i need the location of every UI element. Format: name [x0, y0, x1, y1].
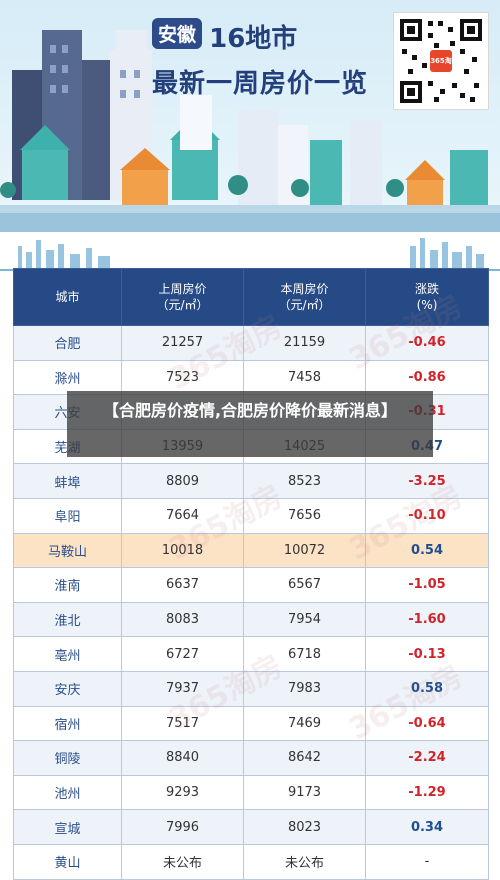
change-cell: -1.29	[365, 774, 489, 811]
table-row: 滁州 7523 7458 -0.86	[13, 359, 489, 396]
this-week-price-cell: 10072	[243, 532, 366, 569]
caption-overlay: 【合肥房价疫情,合肥房价降价最新消息】	[67, 391, 433, 457]
title-line-1: 16地市	[209, 24, 298, 54]
header-last-week: 上周房价 （元/㎡）	[121, 268, 244, 326]
table-row: 淮南 6637 6567 -1.05	[13, 567, 489, 603]
province-tag: 安徽	[152, 18, 203, 49]
header-banner: 安徽 16地市 最新一周房价一览 365淘房	[0, 0, 500, 232]
change-cell: -0.46	[365, 325, 489, 361]
banner-title: 安徽 16地市 最新一周房价一览	[152, 18, 368, 100]
header-this-week: 本周房价 （元/㎡）	[243, 268, 366, 326]
caption-text: 【合肥房价疫情,合肥房价降价最新消息】	[102, 401, 398, 420]
city-cell: 亳州	[13, 636, 122, 672]
qr-code[interactable]: 365淘房	[393, 12, 489, 110]
change-cell: 0.58	[365, 670, 489, 707]
table-row: 池州 9293 9173 -1.29	[13, 774, 489, 811]
city-cell: 宣城	[13, 809, 122, 845]
city-cell: 淮北	[13, 601, 122, 638]
header-change: 涨跌 (%)	[365, 268, 489, 326]
this-week-price-cell: 7656	[243, 497, 366, 534]
change-cell: -3.25	[365, 463, 489, 499]
last-week-price-cell: 21257	[121, 325, 244, 361]
city-illustration	[0, 30, 500, 232]
last-week-price-cell: 7937	[121, 670, 244, 707]
change-cell: -0.13	[365, 636, 489, 672]
city-cell: 淮南	[13, 567, 122, 603]
qr-pattern-icon	[400, 19, 482, 103]
last-week-price-cell: 8840	[121, 740, 244, 776]
this-week-price-cell: 7469	[243, 705, 366, 742]
last-week-price-cell: 8809	[121, 463, 244, 499]
this-week-price-cell: 21159	[243, 325, 366, 361]
last-week-price-cell: 7523	[121, 359, 244, 396]
change-cell: 0.34	[365, 809, 489, 845]
header-city: 城市	[13, 268, 122, 326]
this-week-price-cell: 6718	[243, 636, 366, 672]
table-row: 宣城 7996 8023 0.34	[13, 809, 489, 845]
this-week-price-cell: 7458	[243, 359, 366, 396]
city-cell: 安庆	[13, 670, 122, 707]
table-row: 铜陵 8840 8642 -2.24	[13, 740, 489, 776]
change-cell: -0.10	[365, 497, 489, 534]
table-row: 马鞍山 10018 10072 0.54	[13, 532, 489, 569]
city-cell: 滁州	[13, 359, 122, 396]
this-week-price-cell: 9173	[243, 774, 366, 811]
table-row: 宿州 7517 7469 -0.64	[13, 705, 489, 742]
change-cell: -1.60	[365, 601, 489, 638]
city-cell: 池州	[13, 774, 122, 811]
this-week-price-cell: 8642	[243, 740, 366, 776]
last-week-price-cell: 10018	[121, 532, 244, 569]
table-row: 安庆 7937 7983 0.58	[13, 670, 489, 707]
city-cell: 宿州	[13, 705, 122, 742]
change-cell: -0.64	[365, 705, 489, 742]
this-week-price-cell: 7983	[243, 670, 366, 707]
city-cell: 阜阳	[13, 497, 122, 534]
title-line-2: 最新一周房价一览	[152, 69, 369, 99]
city-cell: 铜陵	[13, 740, 122, 776]
this-week-price-cell: 6567	[243, 567, 366, 603]
change-cell: -2.24	[365, 740, 489, 776]
this-week-price-cell: 7954	[243, 601, 366, 638]
table-row: 亳州 6727 6718 -0.13	[13, 636, 489, 672]
price-table-wrap: 城市 上周房价 （元/㎡） 本周房价 （元/㎡） 涨跌 (%) 合肥 21257 2115…	[13, 268, 489, 880]
last-week-price-cell: 9293	[121, 774, 244, 811]
change-cell: -0.86	[365, 359, 489, 396]
table-row: 合肥 21257 21159 -0.46	[13, 325, 489, 361]
last-week-price-cell: 7664	[121, 497, 244, 534]
city-cell: 马鞍山	[13, 532, 122, 569]
table-row: 淮北 8083 7954 -1.60	[13, 601, 489, 638]
last-week-price-cell: 8083	[121, 601, 244, 638]
change-cell: -1.05	[365, 567, 489, 603]
last-week-price-cell: 6637	[121, 567, 244, 603]
last-week-price-cell: 6727	[121, 636, 244, 672]
skyline-decoration	[0, 238, 500, 271]
this-week-price-cell: 8523	[243, 463, 366, 499]
this-week-price-cell: 8023	[243, 809, 366, 845]
price-table: 城市 上周房价 （元/㎡） 本周房价 （元/㎡） 涨跌 (%) 合肥 21257 2115…	[13, 268, 489, 880]
table-row: 蚌埠 8809 8523 -3.25	[13, 463, 489, 499]
city-cell: 合肥	[13, 325, 122, 361]
change-cell: 0.54	[365, 532, 489, 569]
last-week-price-cell: 7517	[121, 705, 244, 742]
qr-logo: 365淘房	[430, 50, 452, 87]
table-header-row: 城市 上周房价 （元/㎡） 本周房价 （元/㎡） 涨跌 (%)	[13, 268, 489, 326]
city-cell: 蚌埠	[13, 463, 122, 499]
table-row: 阜阳 7664 7656 -0.10	[13, 497, 489, 534]
last-week-price-cell: 7996	[121, 809, 244, 845]
